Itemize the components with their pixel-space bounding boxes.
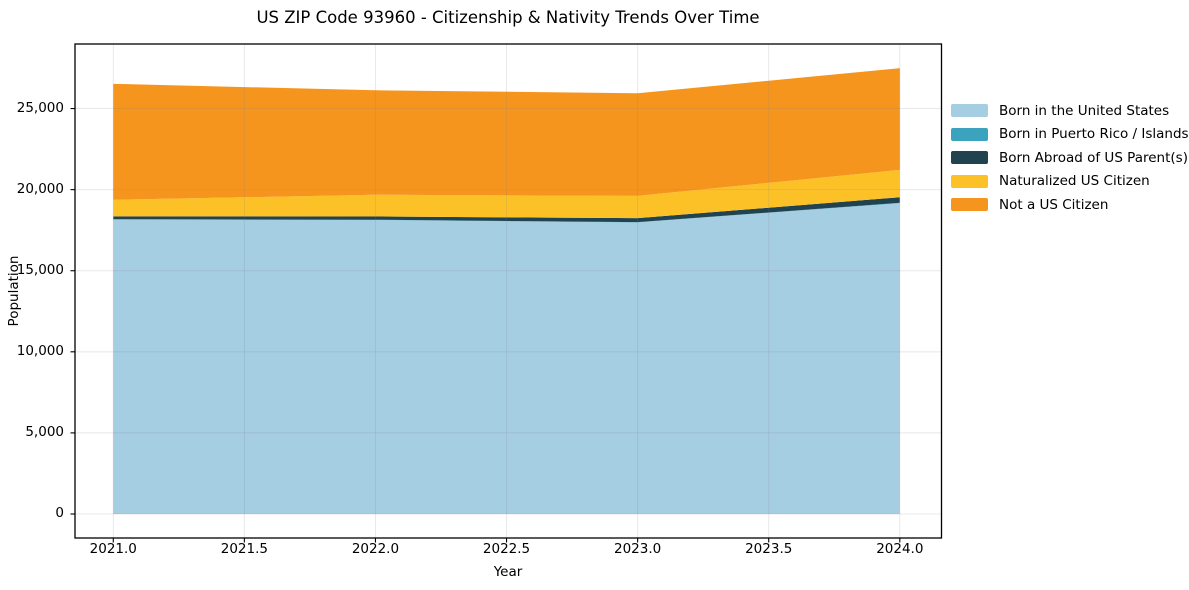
legend-item: Born Abroad of US Parent(s) — [951, 149, 1189, 166]
area-series-3 — [113, 169, 900, 219]
legend-label: Naturalized US Citizen — [999, 173, 1150, 190]
legend-label: Born Abroad of US Parent(s) — [999, 149, 1188, 166]
area-series-1 — [113, 202, 900, 223]
chart-title: US ZIP Code 93960 - Citizenship & Nativi… — [256, 8, 760, 27]
y-tick-label: 15,000 — [16, 262, 64, 279]
y-tick-label: 20,000 — [16, 181, 64, 198]
legend-label: Not a US Citizen — [999, 196, 1109, 213]
legend: Born in the United States Born in Puerto … — [951, 102, 1189, 220]
legend-label: Born in the United States — [999, 102, 1170, 119]
legend-item: Born in the United States — [951, 102, 1189, 119]
x-tick-label: 2023.5 — [745, 541, 793, 557]
x-axis-label: Year — [493, 564, 523, 580]
x-tick-label: 2021.0 — [89, 541, 137, 557]
x-tick-label: 2022.0 — [351, 541, 400, 557]
area-series-4 — [113, 68, 900, 200]
y-axis-label: Population — [6, 255, 22, 327]
area-series-2 — [113, 197, 900, 223]
x-tick-label: 2024.0 — [876, 541, 924, 557]
legend-swatch — [951, 174, 988, 188]
legend-swatch — [951, 104, 988, 117]
x-tick-label: 2021.5 — [220, 541, 268, 557]
axes-frame — [74, 43, 943, 539]
legend-label: Born in Puerto Rico / Islands — [999, 126, 1189, 143]
legend-swatch — [951, 151, 988, 165]
y-tick-label: 25,000 — [16, 100, 64, 117]
area-series-0 — [113, 203, 900, 514]
legend-swatch — [951, 127, 988, 141]
legend-item: Not a US Citizen — [951, 196, 1189, 213]
legend-swatch — [951, 198, 988, 212]
legend-item: Born in Puerto Rico / Islands — [951, 126, 1189, 143]
x-tick-label: 2023.0 — [614, 541, 662, 557]
y-tick-label: 5,000 — [25, 424, 64, 441]
x-tick-label: 2022.5 — [482, 541, 531, 557]
y-tick-label: 0 — [55, 505, 64, 522]
legend-item: Naturalized US Citizen — [951, 173, 1189, 190]
y-tick-label: 10,000 — [16, 343, 64, 360]
